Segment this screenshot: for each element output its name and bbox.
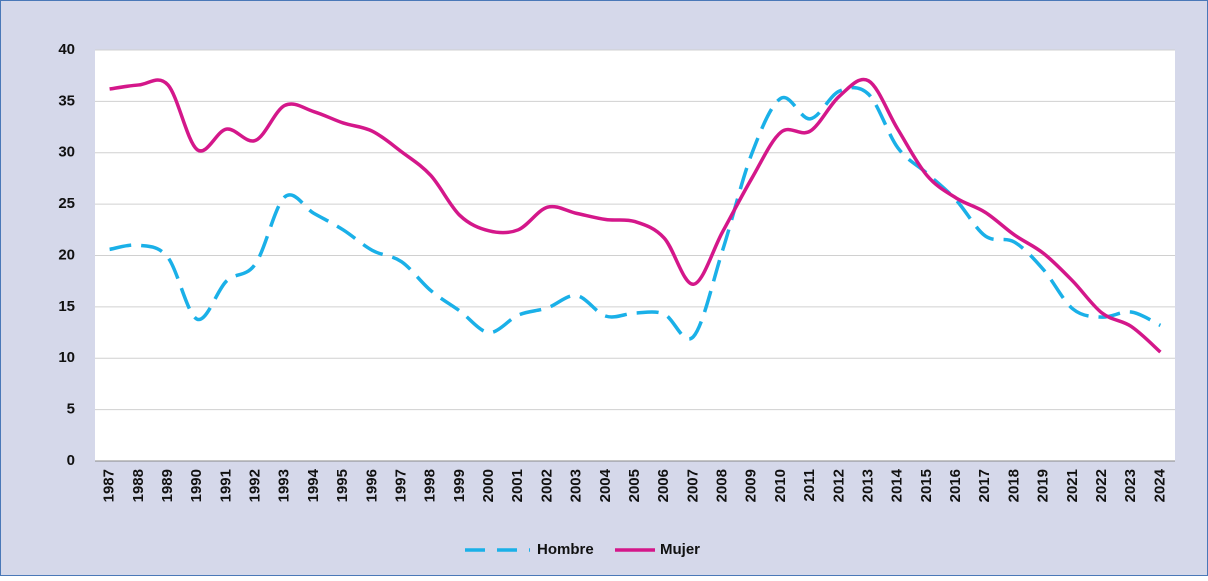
x-tick-label: 1989 bbox=[159, 469, 176, 502]
x-tick-label: 1998 bbox=[422, 469, 439, 502]
x-tick-label: 2018 bbox=[1005, 469, 1022, 502]
x-tick-label: 2011 bbox=[801, 469, 818, 502]
x-tick-label: 2010 bbox=[772, 469, 789, 502]
y-tick-label: 40 bbox=[58, 41, 75, 58]
x-tick-label: 2019 bbox=[1035, 469, 1052, 502]
x-tick-label: 1993 bbox=[276, 469, 293, 502]
x-tick-label: 1997 bbox=[392, 469, 409, 502]
x-tick-label: 2009 bbox=[743, 469, 760, 502]
x-tick-label: 1995 bbox=[334, 469, 351, 502]
x-tick-label: 1988 bbox=[130, 469, 147, 502]
x-tick-label: 2015 bbox=[918, 469, 935, 502]
x-tick-label: 1994 bbox=[305, 468, 322, 502]
series-line bbox=[109, 85, 1162, 341]
y-tick-label: 30 bbox=[58, 144, 75, 161]
x-tick-label: 2021 bbox=[1064, 469, 1081, 502]
legend-label: Mujer bbox=[660, 541, 700, 558]
x-tick-label: 2000 bbox=[480, 469, 497, 502]
y-tick-label: 15 bbox=[58, 298, 75, 315]
x-tick-label: 2006 bbox=[655, 469, 672, 502]
x-tick-label: 2016 bbox=[947, 469, 964, 502]
x-tick-label: 2023 bbox=[1122, 469, 1139, 502]
x-tick-label: 1987 bbox=[101, 469, 118, 502]
y-tick-label: 25 bbox=[58, 195, 75, 212]
x-tick-label: 2008 bbox=[714, 469, 731, 502]
y-tick-label: 35 bbox=[58, 92, 75, 109]
x-tick-label: 2014 bbox=[889, 468, 906, 502]
legend-label: Hombre bbox=[537, 541, 594, 558]
y-tick-label: 0 bbox=[67, 452, 75, 469]
x-tick-label: 2004 bbox=[597, 468, 614, 502]
series-line bbox=[109, 77, 1162, 354]
x-tick-label: 2007 bbox=[684, 469, 701, 502]
x-tick-label: 2024 bbox=[1151, 468, 1168, 502]
x-tick-label: 1999 bbox=[451, 469, 468, 502]
x-tick-label: 1996 bbox=[363, 469, 380, 502]
x-tick-label: 2002 bbox=[538, 469, 555, 502]
y-tick-label: 10 bbox=[58, 349, 75, 366]
x-tick-label: 2001 bbox=[509, 469, 526, 502]
x-tick-label: 2022 bbox=[1093, 469, 1110, 502]
x-tick-label: 1990 bbox=[188, 469, 205, 502]
x-tick-label: 1991 bbox=[217, 469, 234, 502]
x-tick-label: 2013 bbox=[859, 469, 876, 502]
x-tick-label: 1992 bbox=[247, 469, 264, 502]
x-tick-label: 2012 bbox=[830, 469, 847, 502]
y-tick-label: 5 bbox=[67, 401, 75, 418]
x-tick-label: 2003 bbox=[568, 469, 585, 502]
x-tick-label: 2005 bbox=[626, 469, 643, 502]
y-tick-label: 20 bbox=[58, 246, 75, 263]
x-tick-label: 2017 bbox=[976, 469, 993, 502]
